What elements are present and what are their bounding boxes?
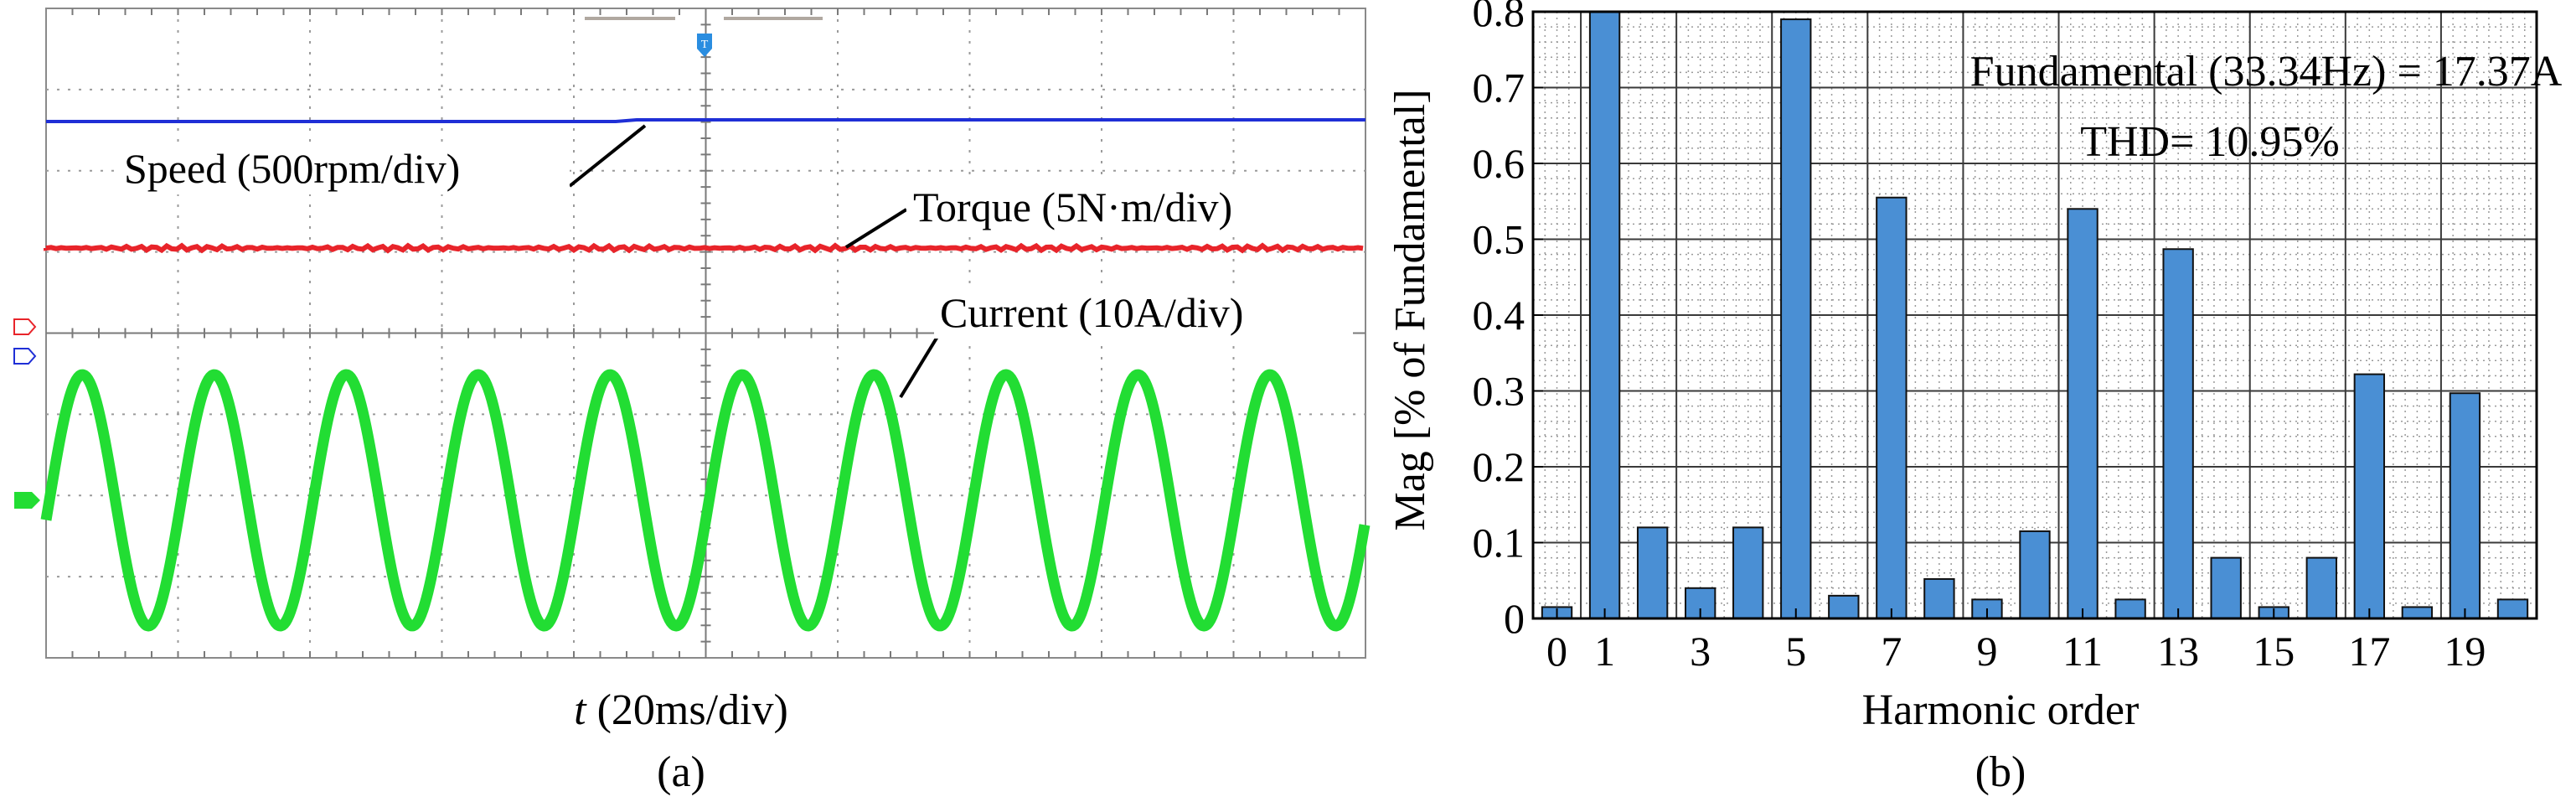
bar-harmonic-5	[1780, 18, 1812, 620]
x-tick-label: 7	[1881, 628, 1902, 675]
bar-harmonic-17	[2353, 373, 2386, 619]
torque-leader-line	[844, 208, 908, 249]
x-tick-label: 13	[2157, 628, 2199, 675]
y-tick-label: 0.7	[1473, 65, 1525, 111]
bar-harmonic-18	[2401, 606, 2434, 619]
harmonic-bar-chart: 00.10.20.30.40.50.60.70.8 0 1 3 5 7 9 11 13 15 17…	[1386, 0, 2563, 796]
y-tick-label: 0	[1504, 595, 1525, 642]
fundamental-annotation: Fundamental (33.34Hz) = 17.37A	[1970, 48, 2563, 96]
y-tick-label: 0.3	[1473, 368, 1525, 415]
x-tick-label: 0	[1546, 628, 1567, 675]
y-axis-label: Mag [% of Fundamental]	[1386, 89, 1434, 530]
y-tick-label: 0.8	[1473, 0, 1525, 35]
x-tick-label: 17	[2348, 628, 2390, 675]
chart-grid	[1532, 11, 2537, 619]
oscilloscope-panel: T Speed (500rpm/div) Torque (5N·m/div) C…	[13, 8, 1371, 796]
bar-harmonic-6	[1828, 594, 1860, 619]
y-tick-label: 0.2	[1473, 443, 1525, 490]
current-trace	[40, 369, 1371, 632]
bar-harmonic-16	[2305, 556, 2337, 619]
x-tick-label: 3	[1690, 628, 1711, 675]
x-tick-label: 9	[1976, 628, 1997, 675]
speed-trace	[46, 118, 1365, 123]
bar-harmonic-11	[2067, 208, 2098, 620]
time-axis-label: t (20ms/div)	[574, 686, 788, 734]
channel-1-marker-icon	[13, 348, 37, 365]
torque-label: Torque (5N·m/div)	[913, 184, 1232, 230]
caption-a: (a)	[657, 748, 705, 796]
speed-leader-line	[568, 124, 647, 188]
bar-series	[1541, 11, 2529, 620]
current-label: Current (10A/div)	[940, 289, 1243, 336]
speed-label: Speed (500rpm/div)	[124, 145, 460, 192]
x-tick-label: 19	[2444, 628, 2486, 675]
bar-harmonic-20	[2496, 598, 2529, 619]
bar-harmonic-19	[2449, 392, 2481, 619]
current-leader-line	[899, 327, 944, 399]
x-tick-label: 15	[2253, 628, 2295, 675]
x-axis-ticks: 0 1 3 5 7 9 11 13 15 17 19	[1546, 608, 2486, 675]
x-tick-label: 1	[1594, 628, 1615, 675]
thd-annotation: THD= 10.95%	[2080, 118, 2340, 166]
trigger-marker-icon: T	[697, 34, 712, 57]
caption-b: (b)	[1975, 748, 2026, 796]
oscilloscope-plot: T Speed (500rpm/div) Torque (5N·m/div) C…	[13, 8, 1371, 796]
bar-harmonic-13	[2162, 248, 2194, 619]
bar-harmonic-2	[1636, 526, 1669, 620]
bar-harmonic-4	[1732, 526, 1764, 620]
x-axis-label: Harmonic order	[1862, 686, 2140, 734]
torque-trace	[44, 242, 1364, 254]
bar-harmonic-8	[1923, 577, 1955, 620]
y-axis-ticks: 0 0.1 0.2 0.3 0.4 0.5 0.6 0.7 0.8	[1473, 0, 1543, 642]
svg-text:T: T	[701, 39, 709, 51]
bar-harmonic-14	[2210, 556, 2242, 619]
bar-harmonic-12	[2114, 598, 2146, 619]
channel-3-marker-icon	[14, 492, 40, 509]
y-tick-label: 0.5	[1473, 216, 1525, 263]
y-tick-label: 0.6	[1473, 140, 1525, 187]
x-tick-label: 5	[1785, 628, 1806, 675]
channel-2-marker-icon	[13, 318, 37, 335]
y-tick-label: 0.4	[1473, 292, 1525, 339]
harmonic-spectrum-panel: 0 0.1 0.2 0.3 0.4 0.5 0.6 0.7 0.8 0 1 3 5 7 9 11 13 15 17…	[1357, 0, 2576, 803]
y-tick-label: 0.1	[1473, 520, 1525, 566]
x-tick-label: 11	[2062, 628, 2103, 675]
bar-harmonic-7	[1876, 196, 1907, 619]
bar-harmonic-1	[1588, 11, 1621, 619]
bar-harmonic-10	[2019, 530, 2051, 619]
